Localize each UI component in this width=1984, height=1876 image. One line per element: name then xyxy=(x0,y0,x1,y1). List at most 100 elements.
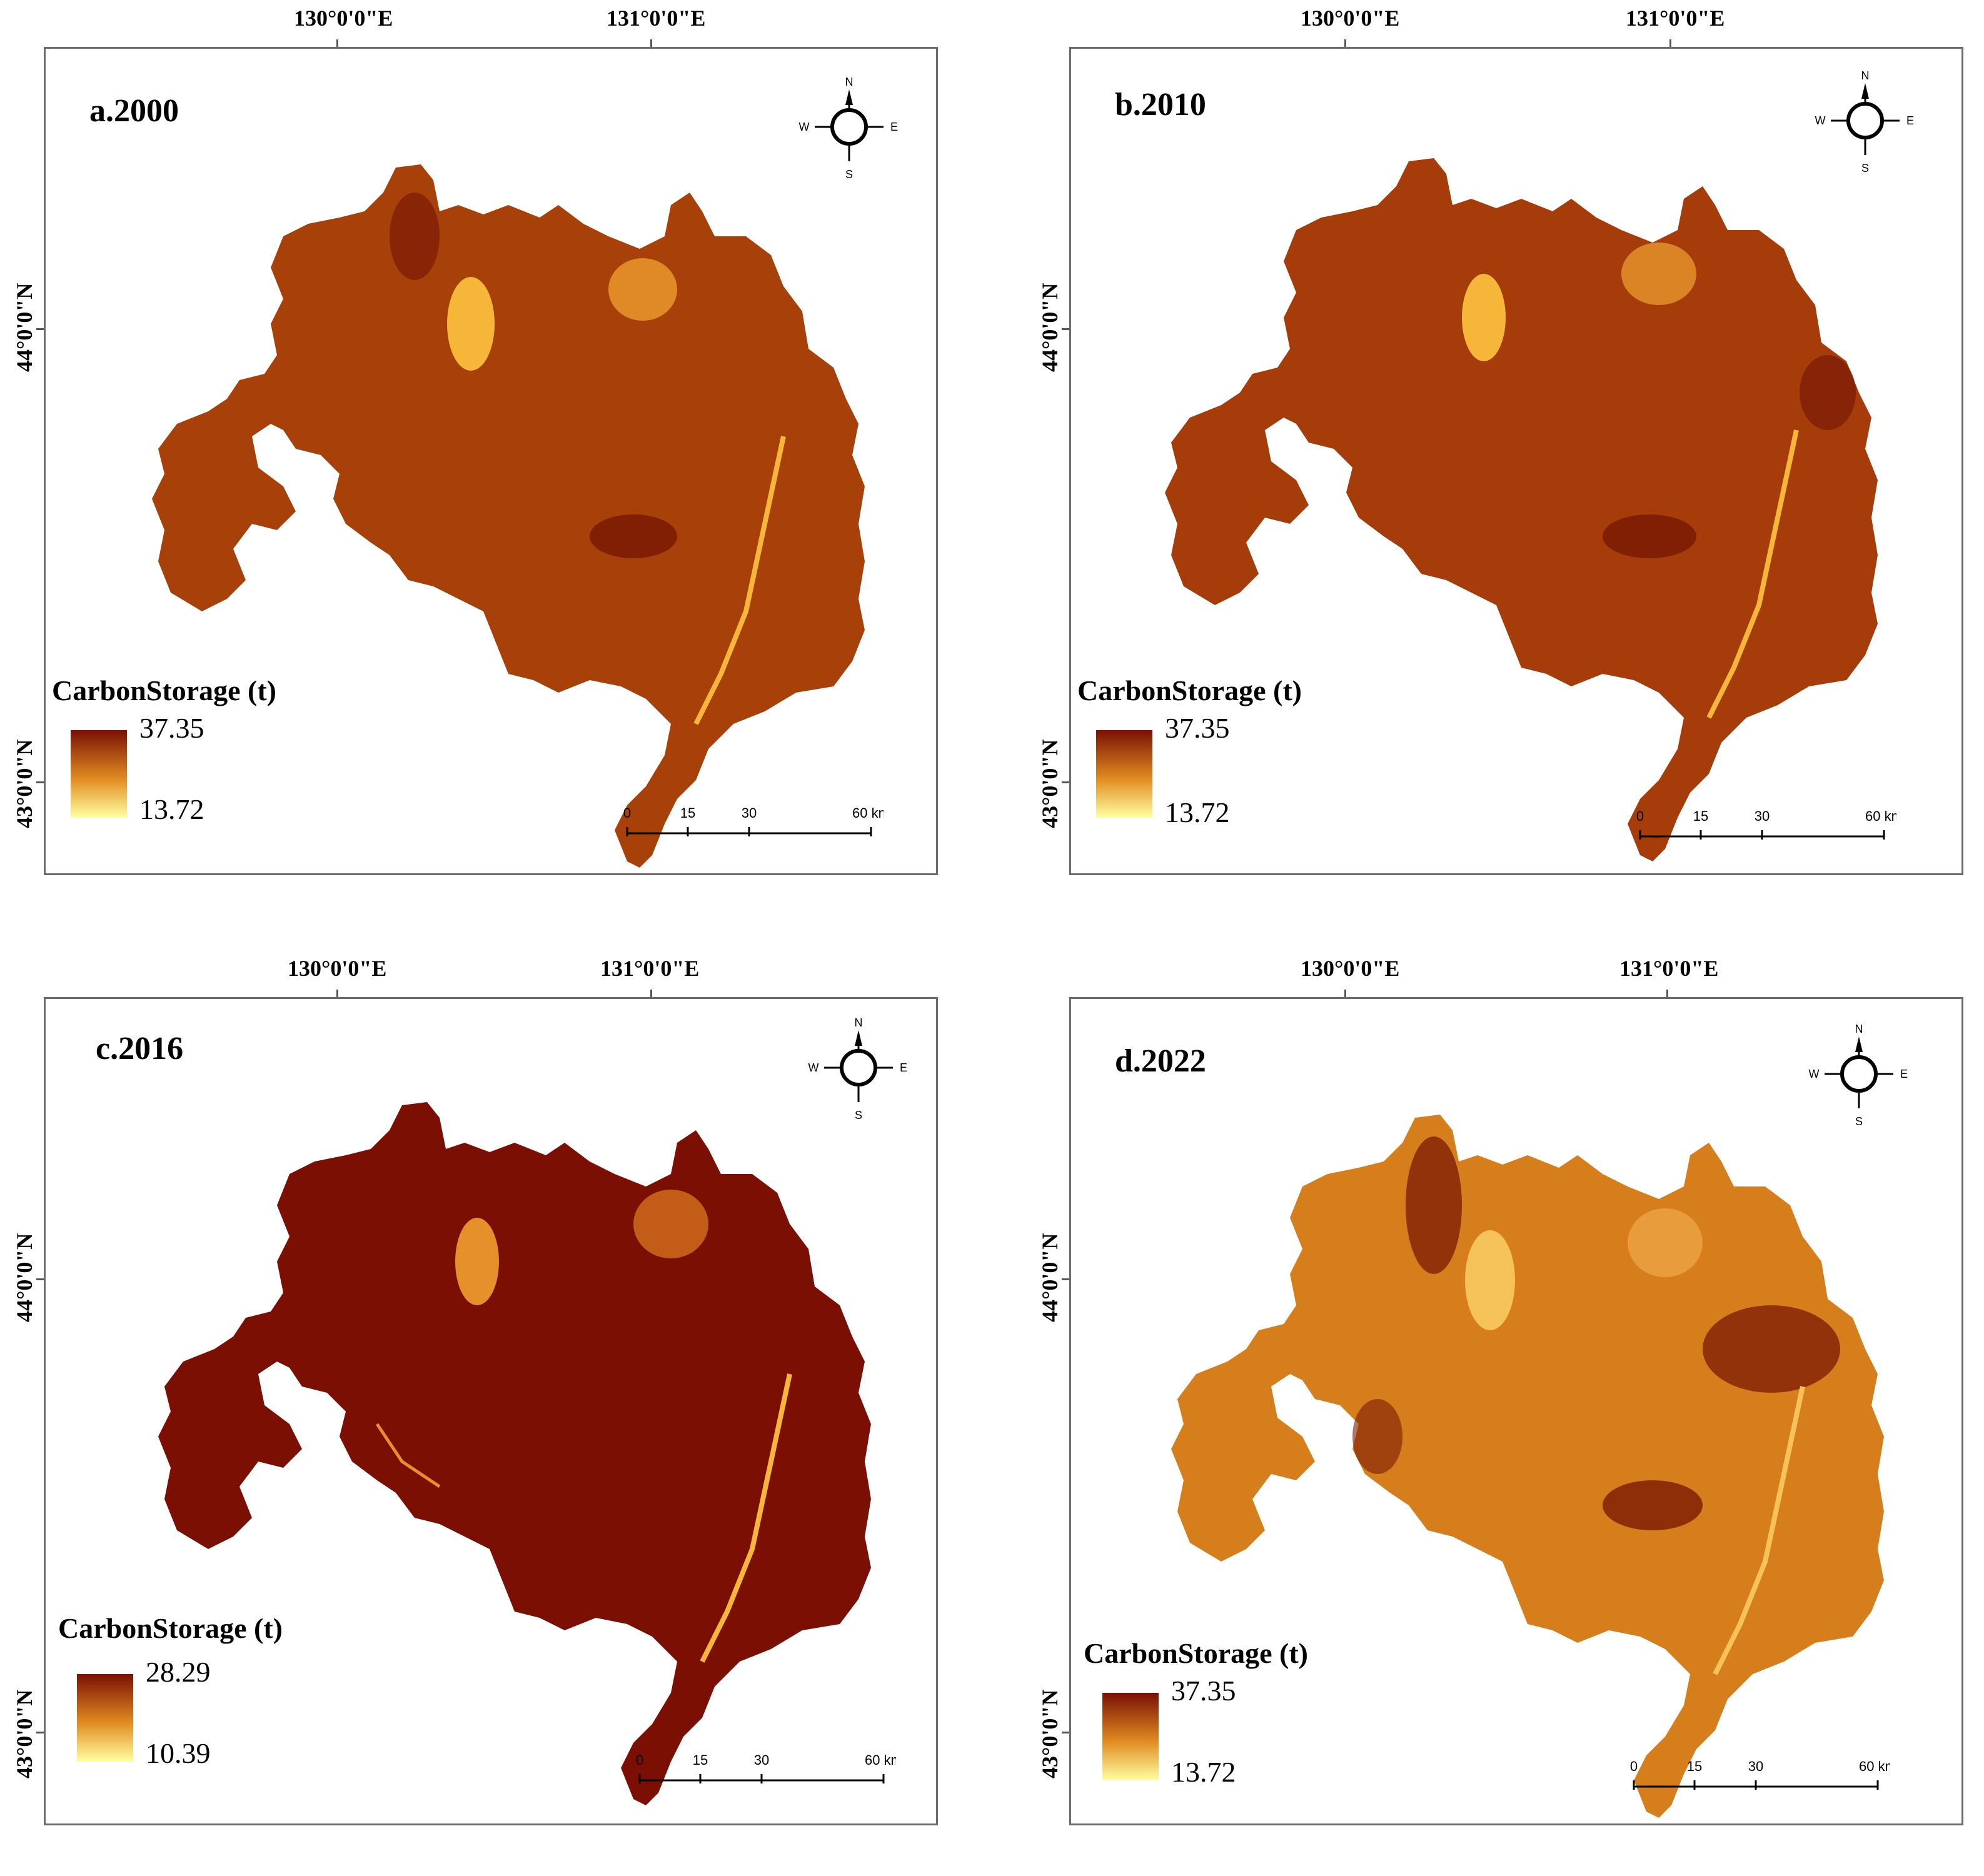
legend-max: 28.29 xyxy=(146,1656,211,1688)
compass-s: S xyxy=(855,1109,862,1121)
lat-tick-43 xyxy=(36,781,45,783)
urban-patch-1 xyxy=(455,1218,499,1305)
region-shape xyxy=(158,1102,871,1805)
legend-max: 37.35 xyxy=(139,712,204,744)
panel-b: 130°0'0"E 131°0'0"E 44°0'0"N 43°0'0"N b.… xyxy=(1025,0,1963,875)
legend-title: CarbonStorage (t) xyxy=(1077,675,1302,706)
lat-tick-43 xyxy=(1062,1732,1070,1733)
compass-s: S xyxy=(1861,162,1869,174)
region-shape xyxy=(1165,158,1878,861)
scale-bar: 0 15 30 60 km xyxy=(1636,808,1896,840)
scale-bar: 0 15 30 60 km xyxy=(623,805,884,836)
river-line xyxy=(693,436,786,725)
dark-patch-3 xyxy=(1603,1480,1703,1530)
scale-30: 30 xyxy=(754,1752,769,1768)
urban-patch-1 xyxy=(447,277,495,371)
urban-patch-2 xyxy=(1628,1208,1703,1277)
lat-tick-44 xyxy=(1062,328,1070,330)
lat-tick-44 xyxy=(36,1278,45,1280)
lon-label-131: 131°0'0"E xyxy=(607,6,706,31)
urban-patch-1 xyxy=(1462,274,1506,361)
urban-patch-2 xyxy=(608,258,677,321)
scale-60: 60 km xyxy=(1859,1758,1890,1774)
compass-e: E xyxy=(1900,1068,1908,1080)
compass-icon: N S E W xyxy=(799,76,899,181)
compass-n: N xyxy=(1861,69,1870,82)
lon-tick-131 xyxy=(1666,990,1668,998)
scale-15: 15 xyxy=(1693,808,1708,824)
lon-tick-130 xyxy=(1344,39,1346,48)
lon-tick-131 xyxy=(1669,39,1671,48)
lon-label-130: 130°0'0"E xyxy=(294,6,393,31)
scale-60: 60 km xyxy=(1865,808,1896,824)
compass-s: S xyxy=(845,168,853,181)
scale-bar: 0 15 30 60 km xyxy=(1630,1758,1890,1790)
map-frame: b.2010 N S E W CarbonStorage (t) 37.35 1… xyxy=(1069,47,1963,875)
panel-title: a.2000 xyxy=(89,93,179,129)
lat-tick-44 xyxy=(36,328,45,330)
lat-label-44: 44°0'0"N xyxy=(12,1233,37,1322)
compass-icon: N S E W xyxy=(1809,1023,1908,1128)
compass-w: W xyxy=(1809,1068,1820,1080)
lon-label-130: 130°0'0"E xyxy=(1301,956,1400,981)
lat-label-43: 43°0'0"N xyxy=(1037,1689,1062,1778)
lat-tick-44 xyxy=(1062,1278,1070,1280)
carbon-map xyxy=(152,164,865,868)
lon-label-130: 130°0'0"E xyxy=(1301,6,1400,31)
scale-0: 0 xyxy=(636,1752,643,1768)
map-frame: d.2022 N S E W CarbonStorage (t) 37.35 1… xyxy=(1069,997,1963,1825)
scale-0: 0 xyxy=(1630,1758,1638,1774)
river-line xyxy=(1706,429,1799,719)
panel-a: 130°0'0"E 131°0'0"E 44°0'0"N 43°0'0"N a.… xyxy=(0,0,938,875)
compass-w: W xyxy=(799,121,810,133)
scale-15: 15 xyxy=(680,805,695,821)
dark-patch-4 xyxy=(1352,1399,1402,1474)
urban-patch-2 xyxy=(1621,243,1696,305)
scale-15: 15 xyxy=(1687,1758,1702,1774)
lon-label-131: 131°0'0"E xyxy=(1619,956,1719,981)
compass-e: E xyxy=(1906,114,1914,127)
lat-label-44: 44°0'0"N xyxy=(1037,1233,1062,1322)
lon-label-131: 131°0'0"E xyxy=(1626,6,1725,31)
scale-60: 60 km xyxy=(865,1752,896,1768)
scale-30: 30 xyxy=(742,805,757,821)
carbon-map xyxy=(1165,158,1878,861)
dark-patch-2 xyxy=(390,193,440,280)
dark-patch-1 xyxy=(1406,1136,1462,1274)
map-frame: a.2000 N S E W CarbonStorage (t) 37.35 1… xyxy=(44,47,938,875)
lon-tick-131 xyxy=(650,39,652,48)
legend-ramp xyxy=(77,1674,133,1762)
region-shape xyxy=(152,164,865,868)
region-shape xyxy=(1171,1115,1884,1818)
map-frame: c.2016 N S E W CarbonStorage (t) 28.29 1… xyxy=(44,997,938,1825)
panel-d: 130°0'0"E 131°0'0"E 44°0'0"N 43°0'0"N d.… xyxy=(1025,950,1963,1825)
compass-icon: N S E W xyxy=(808,1016,908,1121)
dark-patch-1 xyxy=(1603,514,1696,558)
compass-n: N xyxy=(1855,1023,1863,1035)
dark-patch-2 xyxy=(1800,355,1856,430)
legend-max: 37.35 xyxy=(1165,712,1230,744)
legend-ramp xyxy=(1096,730,1152,818)
lon-tick-130 xyxy=(1344,990,1346,998)
lat-label-43: 43°0'0"N xyxy=(12,739,37,828)
dark-patch-1 xyxy=(590,514,677,558)
legend-title: CarbonStorage (t) xyxy=(52,675,276,706)
scale-15: 15 xyxy=(693,1752,708,1768)
lon-label-131: 131°0'0"E xyxy=(600,956,700,981)
lon-tick-130 xyxy=(336,39,338,48)
compass-w: W xyxy=(808,1061,819,1074)
lat-tick-43 xyxy=(36,1732,45,1733)
legend-max: 37.35 xyxy=(1171,1675,1236,1707)
scale-bar: 0 15 30 60 km xyxy=(636,1752,896,1783)
dark-patch-2 xyxy=(1703,1305,1840,1393)
compass-w: W xyxy=(1815,114,1826,127)
carbon-map xyxy=(1171,1115,1884,1818)
compass-n: N xyxy=(845,76,854,88)
legend-min: 13.72 xyxy=(139,793,204,825)
lon-tick-130 xyxy=(336,990,338,998)
compass-e: E xyxy=(890,121,898,133)
scale-0: 0 xyxy=(623,805,631,821)
lon-tick-131 xyxy=(650,990,652,998)
compass-e: E xyxy=(900,1061,907,1074)
river-line xyxy=(1713,1386,1805,1675)
